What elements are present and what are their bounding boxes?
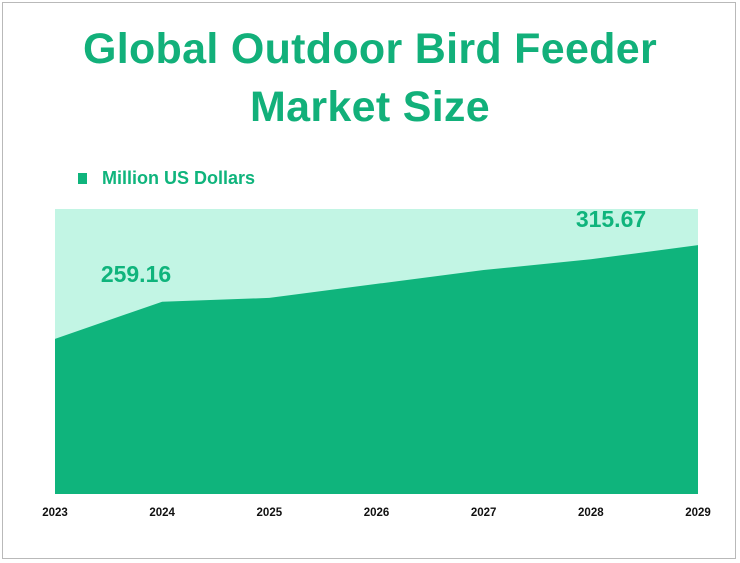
x-tick-label-2024: 2024 bbox=[149, 507, 175, 519]
chart-legend: Million US Dollars bbox=[78, 168, 255, 189]
x-tick-label-2029: 2029 bbox=[685, 507, 711, 519]
data-label-2029: 315.67 bbox=[576, 206, 646, 232]
x-tick-label-2027: 2027 bbox=[471, 507, 497, 519]
plot-area bbox=[55, 209, 698, 494]
x-tick-label-2025: 2025 bbox=[257, 507, 283, 519]
legend-swatch bbox=[78, 173, 87, 184]
data-label-2024: 259.16 bbox=[101, 261, 171, 287]
chart-title: Global Outdoor Bird Feeder Market Size bbox=[0, 20, 740, 136]
legend-label: Million US Dollars bbox=[102, 168, 256, 188]
x-axis-ticks: 2023 2024 2025 2026 2027 2028 2029 bbox=[42, 507, 711, 519]
data-labels: 259.16 315.67 bbox=[101, 206, 646, 287]
x-tick-label-2028: 2028 bbox=[578, 507, 604, 519]
x-tick-label-2026: 2026 bbox=[364, 507, 390, 519]
chart-title-line-1: Global Outdoor Bird Feeder bbox=[82, 25, 657, 73]
chart-title-line-2: Market Size bbox=[250, 83, 490, 131]
x-tick-label-2023: 2023 bbox=[42, 507, 68, 519]
series-area-million-us-dollars bbox=[55, 245, 698, 494]
